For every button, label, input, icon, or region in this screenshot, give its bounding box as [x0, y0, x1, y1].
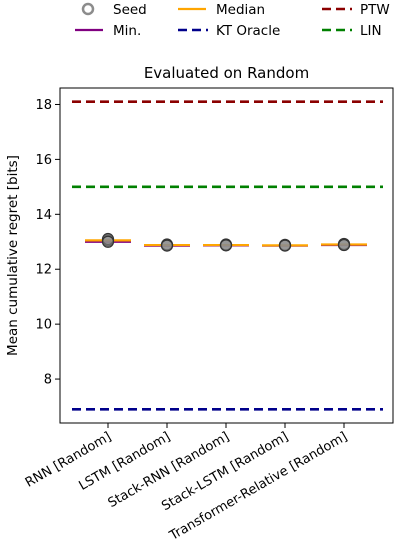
seed-point-stack-rnn-random-3 — [219, 239, 233, 252]
y-tick-label-18: 18 — [35, 98, 52, 113]
seed-point-lstm-random-3 — [160, 239, 174, 252]
y-axis-label: Mean cumulative regret [bits] — [5, 155, 21, 356]
legend-item-kt-oracle: KT Oracle — [178, 23, 280, 39]
legend-label-min: Min. — [113, 23, 141, 39]
legend-item-lin: LIN — [322, 23, 382, 39]
legend-label-seed: Seed — [113, 2, 147, 18]
y-axis: 8 10 12 14 16 18 — [35, 98, 60, 388]
chart-title: Evaluated on Random — [144, 64, 309, 82]
legend-label-kt-oracle: KT Oracle — [216, 23, 280, 39]
legend-label-ptw: PTW — [360, 2, 390, 18]
seed-point-transformer-relative-random-3 — [337, 238, 351, 252]
legend-label-lin: LIN — [360, 23, 382, 39]
x-axis: RNN [Random]LSTM [Random]Stack-RNN [Rand… — [23, 423, 350, 540]
legend-marker-seed — [81, 2, 95, 16]
plot-frame — [59, 87, 394, 424]
seed-point-rnn-random-3 — [101, 235, 115, 248]
data-marks — [85, 232, 367, 252]
y-tick-label-16: 16 — [35, 153, 52, 168]
reference-lines — [72, 100, 383, 411]
legend-item-ptw: PTW — [322, 2, 390, 18]
y-tick-label-14: 14 — [35, 208, 52, 223]
legend-item-min: Min. — [75, 23, 141, 39]
y-tick-label-8: 8 — [44, 373, 52, 388]
legend-item-seed: Seed — [81, 2, 147, 18]
seed-point-stack-lstm-random-3 — [278, 239, 292, 252]
y-tick-label-10: 10 — [35, 318, 52, 333]
legend: Seed Median PTW Min. KT Oracle LIN — [75, 2, 390, 39]
legend-label-median: Median — [216, 2, 265, 18]
y-tick-label-12: 12 — [35, 263, 52, 278]
legend-item-median: Median — [178, 2, 265, 18]
